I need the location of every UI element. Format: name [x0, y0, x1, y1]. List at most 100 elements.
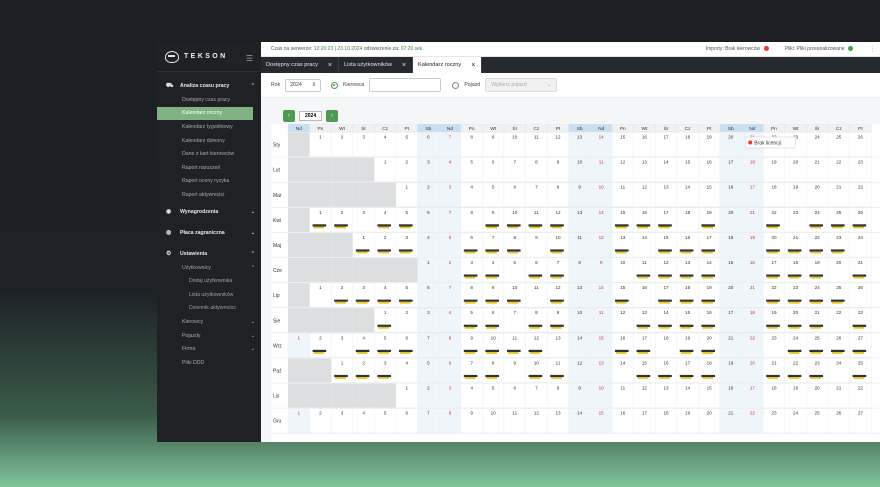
sidebar-item-lista-uzytkownikow[interactable]: Lista użytkowników	[189, 291, 234, 298]
server-time-value: 12:20:23 | 23.10.2024	[313, 46, 363, 52]
activity-bar-secondary	[616, 226, 627, 229]
sidebar-item-kalendarz-roczny[interactable]: Kalendarz roczny	[157, 106, 253, 121]
next-year-button[interactable]: ›	[326, 110, 339, 122]
day-number: 11	[642, 260, 647, 265]
weekday-header: Wt	[339, 126, 346, 132]
weekday-header: Pn	[620, 126, 626, 132]
day-number: 15	[599, 335, 605, 340]
files-status[interactable]: Pliki: Pliki przeanalizowane	[785, 46, 853, 52]
weekday-header: Śr	[815, 124, 820, 132]
day-number: 8	[535, 160, 538, 165]
day-number: 14	[707, 260, 713, 265]
sidebar-group-analiza[interactable]: ⛟ Analiza czasu pracy ⌃	[157, 79, 261, 93]
logo: TEKSON ☰	[157, 42, 261, 72]
chevron-down-icon: ⌄	[250, 229, 255, 236]
sidebar-item-kalendarz-tygodniowy[interactable]: Kalendarz tygodniowy	[182, 123, 233, 130]
files-label: Pliki:	[784, 46, 796, 52]
day-cell[interactable]	[849, 182, 872, 208]
day-cell[interactable]	[849, 232, 872, 258]
prev-year-button[interactable]: ‹	[283, 110, 295, 122]
activity-bar-secondary	[832, 226, 843, 229]
year-select[interactable]: 2024 ⇕	[285, 78, 321, 92]
driver-radio[interactable]	[330, 81, 338, 89]
day-cell[interactable]	[849, 157, 872, 182]
day-number: 23	[858, 310, 864, 315]
day-number: 16	[620, 335, 626, 340]
activity-bar-secondary	[335, 301, 346, 304]
day-cell[interactable]	[849, 383, 872, 408]
day-number: 6	[449, 360, 452, 365]
day-number: 16	[707, 160, 713, 165]
weekday-header: Cz	[685, 126, 691, 132]
activity-bar	[852, 224, 867, 227]
close-icon[interactable]: ×	[327, 61, 333, 69]
activity-bar	[615, 249, 629, 252]
vehicle-select[interactable]: Wybierz pojazd ⌄	[485, 78, 558, 92]
day-number: 8	[557, 185, 560, 190]
sidebar-item-pliki-ddd[interactable]: Pliki DDD	[157, 356, 261, 370]
day-number: 5	[470, 160, 473, 165]
day-number: 5	[406, 135, 409, 140]
sidebar-item-dane-z-kart-kierowcow[interactable]: Dane z kart kierowców	[182, 151, 235, 158]
driver-label: Kierowca	[342, 82, 365, 88]
sidebar-group-wynagrodzenia[interactable]: ◉ Wynagrodzenia ⌄	[157, 205, 261, 219]
sidebar-item-dostepny-czas-pracy[interactable]: Dostępny czas pracy	[182, 96, 231, 103]
sidebar-item-dziennik-aktywnosci[interactable]: Dziennik aktywności	[189, 305, 236, 312]
sidebar-item-raport-oceny-ryzyka[interactable]: Raport oceny ryzyka	[182, 178, 230, 185]
day-number: 5	[470, 310, 473, 315]
more-icon[interactable]: ⋮	[869, 46, 876, 53]
sidebar-item-raport-aktywnosci[interactable]: Raport aktywności	[182, 191, 225, 198]
sidebar-item-kalendarz-dzienny[interactable]: Kalendarz dzienny	[182, 137, 225, 144]
driver-input[interactable]	[369, 78, 442, 92]
day-number: 4	[384, 285, 387, 290]
sidebar-item-uzytkownicy[interactable]: Użytkownicy ⌃	[157, 261, 261, 275]
activity-bar-secondary	[508, 352, 519, 354]
sidebar-item-pojazdy[interactable]: Pojazdy ⌄	[157, 329, 261, 343]
weekday-header: Pt	[858, 126, 863, 132]
sidebar-item-firma[interactable]: Firma ⌄	[157, 342, 261, 356]
sidebar-item-kierowcy[interactable]: Kierowcy ⌄	[157, 315, 261, 329]
activity-bar-secondary	[788, 377, 800, 379]
day-cell[interactable]	[849, 408, 872, 433]
sidebar-group-placa[interactable]: ◍ Płaca zagraniczna ⌄	[157, 226, 261, 240]
sidebar-item-raport-naruszen[interactable]: Raport naruszeń	[182, 164, 221, 171]
refresh-label: odświeżenie za:	[363, 46, 400, 52]
imports-status[interactable]: Importy: Brak kierowców	[706, 46, 769, 52]
empty-day-cell	[331, 232, 353, 257]
activity-bar	[463, 274, 478, 277]
menu-toggle-icon[interactable]: ☰	[245, 54, 253, 63]
vehicle-radio[interactable]	[452, 81, 460, 89]
day-number: 24	[815, 135, 821, 140]
day-number: 23	[815, 360, 821, 365]
day-number: 16	[620, 411, 626, 416]
day-number: 11	[620, 185, 625, 190]
sidebar-item-dodaj-uzytkownika[interactable]: Dodaj użytkownika	[189, 278, 233, 285]
activity-bar-secondary	[313, 352, 325, 354]
activity-bar-secondary	[400, 301, 411, 304]
sidebar-group-ustawienia[interactable]: ⚙ Ustawienia ⌃	[157, 247, 261, 261]
day-number: 17	[728, 160, 734, 165]
activity-bar	[615, 224, 629, 227]
activity-bar-secondary	[853, 276, 865, 279]
activity-bar	[852, 349, 867, 352]
chevron-down-icon: ⌄	[250, 208, 255, 215]
activity-bar-secondary	[400, 352, 411, 354]
month-label: Sty	[273, 143, 281, 149]
tab-lista-uzytkownikow[interactable]: Lista użytkowników ×	[339, 57, 413, 73]
activity-bar-secondary	[810, 276, 821, 279]
day-cell[interactable]	[849, 282, 872, 308]
activity-bar-secondary	[551, 301, 562, 304]
day-cell[interactable]	[849, 132, 872, 157]
close-icon[interactable]: ×	[471, 61, 476, 69]
day-number: 10	[512, 210, 518, 215]
day-number: 4	[470, 386, 473, 391]
day-number: 9	[492, 135, 495, 140]
tab-dostepny-czas-pracy[interactable]: Dostępny czas pracy ×	[261, 57, 340, 73]
day-number: 20	[815, 386, 821, 391]
day-number: 20	[728, 135, 734, 140]
weekday-header: Sb	[728, 126, 734, 132]
day-number: 14	[685, 386, 691, 391]
tab-kalendarz-roczny[interactable]: Kalendarz roczny ×	[413, 57, 483, 73]
vehicle-label: Pojazd	[464, 82, 481, 88]
close-icon[interactable]: ×	[401, 61, 406, 69]
